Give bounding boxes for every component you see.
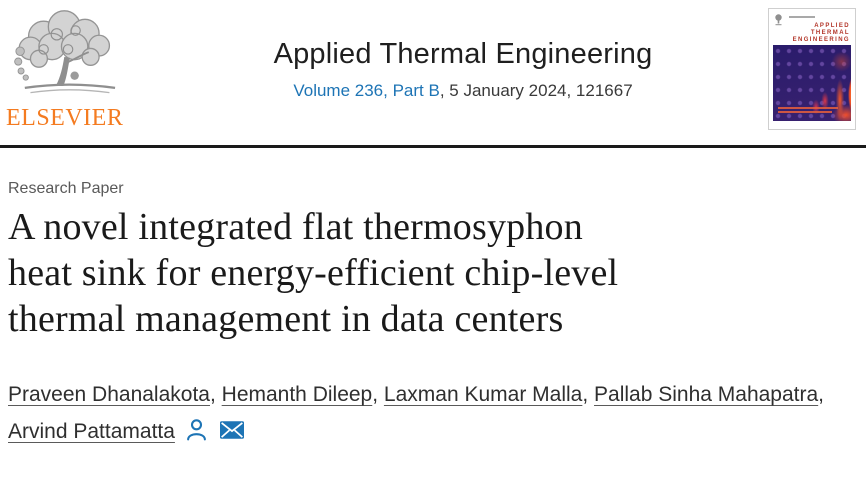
cover-elsevier-tree-icon [774,13,783,31]
author-link[interactable]: Hemanth Dileep [221,383,373,406]
banner-divider [0,145,866,148]
elsevier-logo[interactable]: ELSEVIER [6,8,164,132]
author-link[interactable]: Pallab Sinha Mahapatra [594,383,819,406]
author-link[interactable]: Praveen Dhanalakota [8,383,210,406]
cover-issue-text [789,16,815,18]
cover-column: APPLIED THERMAL ENGINEERING [768,8,858,130]
journal-banner: ELSEVIER Applied Thermal Engineering Vol… [0,0,866,145]
cover-journal-name: APPLIED THERMAL ENGINEERING [793,23,850,44]
cover-caption-bar [778,111,832,113]
paper-title-line: thermal management in data centers [8,298,564,340]
volume-link[interactable]: Volume 236, Part B [293,81,440,100]
citation-rest: , 5 January 2024, 121667 [439,81,633,100]
author-line: Arvind Pattamatta [8,413,856,450]
article-header: Research Paper A novel integrated flat t… [0,180,866,450]
citation-line: Volume 236, Part B, 5 January 2024, 1216… [164,81,762,101]
paper-title: A novel integrated flat thermosyphon hea… [8,204,856,342]
envelope-icon[interactable] [219,420,244,439]
author-line: Praveen Dhanalakota, Hemanth Dileep, Lax… [8,383,825,406]
person-outline-icon[interactable] [185,418,208,441]
elsevier-wordmark: ELSEVIER [6,105,124,131]
cover-masthead-line: APPLIED [814,23,850,29]
author-link[interactable]: Arvind Pattamatta [8,420,175,443]
elsevier-tree-icon [6,8,164,102]
author-list: Praveen Dhanalakota, Hemanth Dileep, Lax… [8,376,856,450]
cover-masthead-line: ENGINEERING [792,37,850,43]
author-icons [185,418,244,441]
cover-masthead-line: THERMAL [810,30,850,36]
author-link[interactable]: Laxman Kumar Malla [383,383,583,406]
article-type-label: Research Paper [8,180,124,197]
paper-title-line: heat sink for energy-efficient chip-leve… [8,252,619,294]
journal-title-link[interactable]: Applied Thermal Engineering [273,38,653,70]
cover-thermal-image [773,45,851,121]
cover-masthead-area: APPLIED THERMAL ENGINEERING [769,12,855,45]
paper-title-line: A novel integrated flat thermosyphon [8,206,583,248]
journal-header: Applied Thermal Engineering Volume 236, … [164,8,762,101]
cover-caption-bar [778,107,838,109]
journal-cover-thumbnail[interactable]: APPLIED THERMAL ENGINEERING [768,8,856,130]
